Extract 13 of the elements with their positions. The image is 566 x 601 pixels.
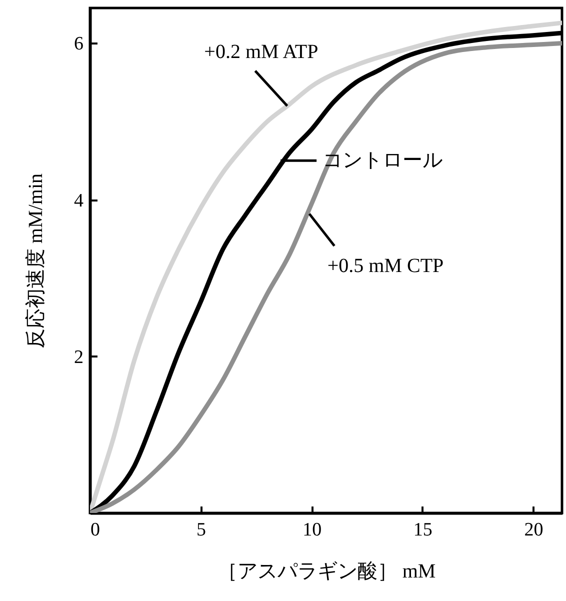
x-tick-label: 10	[302, 520, 322, 540]
annotation: +0.2 mM ATP	[204, 40, 318, 63]
y-axis-title: 反応初速度 mM/min	[24, 173, 47, 349]
x-tick-label: 20	[524, 520, 544, 540]
x-tick-label: 5	[196, 520, 206, 540]
annotation: +0.5 mM CTP	[327, 254, 444, 277]
annotation: コントロール	[322, 150, 443, 172]
y-tick-label: 6	[74, 34, 84, 55]
y-tick-label: 4	[74, 190, 84, 212]
y-tick-label: 2	[74, 346, 84, 368]
x-tick-label: 0	[90, 520, 100, 540]
x-axis-title: ［アスパラギン酸］ mM	[217, 560, 436, 582]
x-tick-label: 15	[413, 520, 432, 540]
